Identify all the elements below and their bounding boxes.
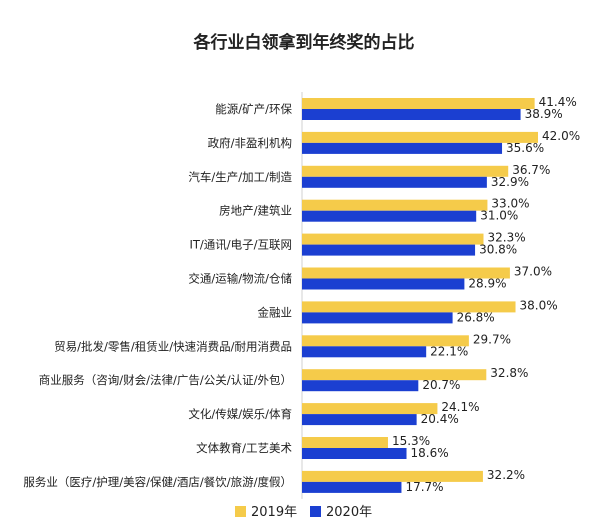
category-label: 能源/矿产/环保 xyxy=(215,102,292,116)
bar-2020年 xyxy=(302,448,407,459)
category-label: IT/通讯/电子/互联网 xyxy=(189,238,292,252)
bar-2020年 xyxy=(302,244,476,256)
bar-2020年 xyxy=(302,380,419,392)
data-label: 32.9% xyxy=(491,175,529,189)
bar-2019年 xyxy=(302,437,388,448)
data-label: 38.9% xyxy=(525,107,563,121)
category-label: 服务业（医疗/护理/美容/保健/酒店/餐饮/旅游/度假） xyxy=(23,475,292,489)
data-label: 41.4% xyxy=(539,95,577,109)
category-label: 交通/运输/物流/仓储 xyxy=(188,272,292,286)
data-labels: 41.4%38.9% 42.0%35.6% 36.7%32.9% 33.0%31.0%… xyxy=(392,95,580,494)
data-label: 38.0% xyxy=(520,298,558,312)
bar-2019年 xyxy=(302,131,538,143)
category-label: 文体教育/工艺美术 xyxy=(196,441,292,455)
category-label: 商业服务（咨询/财会/法律/广告/公关/认证/外包） xyxy=(39,373,292,387)
bar-2020年 xyxy=(302,109,521,120)
data-label: 28.9% xyxy=(468,277,506,291)
legend-label: 2019年 xyxy=(251,505,297,520)
data-label: 31.0% xyxy=(480,209,518,223)
data-label: 20.7% xyxy=(422,378,460,392)
bar-2019年 xyxy=(302,403,438,415)
bar-2019年 xyxy=(302,335,469,347)
data-label: 35.6% xyxy=(506,141,544,155)
data-label: 15.3% xyxy=(392,434,430,448)
data-label: 22.1% xyxy=(430,344,468,358)
data-label: 36.7% xyxy=(512,163,550,177)
category-label: 文化/传媒/娱乐/体育 xyxy=(188,407,292,421)
legend-swatch xyxy=(235,506,246,517)
legend: 2019年 2020年 xyxy=(235,505,372,520)
data-label: 17.7% xyxy=(405,480,443,494)
bar-2020年 xyxy=(302,481,402,493)
category-label: 贸易/批发/零售/租赁业/快速消费品/耐用消费品 xyxy=(54,339,292,353)
chart-title: 各行业白领拿到年终奖的占比 xyxy=(193,33,415,53)
data-label: 33.0% xyxy=(491,197,529,211)
data-label: 29.7% xyxy=(473,332,511,346)
category-label: 汽车/生产/加工/制造 xyxy=(188,170,292,184)
category-label: 金融业 xyxy=(258,305,293,319)
bar-2019年 xyxy=(302,165,509,177)
data-label: 42.0% xyxy=(542,129,580,143)
data-label: 32.8% xyxy=(490,366,528,380)
bar-2019年 xyxy=(302,369,487,381)
bar-2019年 xyxy=(302,470,483,482)
data-label: 37.0% xyxy=(514,265,552,279)
bar-2019年 xyxy=(302,267,510,279)
bar-2019年 xyxy=(302,199,488,211)
category-label: 房地产/建筑业 xyxy=(219,204,292,218)
bar-2020年 xyxy=(302,312,453,324)
bar-2019年 xyxy=(302,98,535,109)
bar-2020年 xyxy=(302,210,477,222)
data-label: 24.1% xyxy=(441,400,479,414)
data-label: 20.4% xyxy=(421,412,459,426)
data-label: 26.8% xyxy=(457,310,495,324)
bar-2020年 xyxy=(302,414,417,426)
bar-2020年 xyxy=(302,278,465,290)
bar-2020年 xyxy=(302,142,503,154)
data-label: 32.3% xyxy=(487,231,525,245)
data-label: 18.6% xyxy=(411,446,449,460)
legend-label: 2020年 xyxy=(326,505,372,520)
bars xyxy=(302,98,538,493)
bar-2019年 xyxy=(302,233,484,245)
category-label: 政府/非盈利机构 xyxy=(208,136,292,150)
data-label: 32.2% xyxy=(487,468,525,482)
legend-swatch xyxy=(310,506,321,517)
bar-2020年 xyxy=(302,346,427,358)
bar-2019年 xyxy=(302,301,516,313)
data-label: 30.8% xyxy=(479,243,517,257)
bar-2020年 xyxy=(302,176,487,188)
